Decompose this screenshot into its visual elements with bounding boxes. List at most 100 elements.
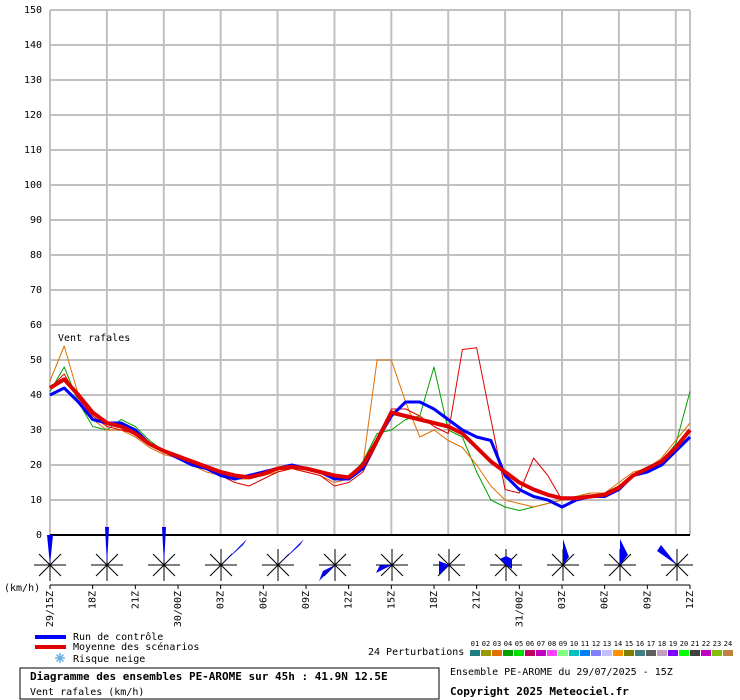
perturbation-key-swatch	[558, 650, 568, 656]
perturbation-key-label: 13	[603, 640, 611, 648]
perturbation-key-swatch	[536, 650, 546, 656]
perturbation-key-swatch	[723, 650, 733, 656]
perturbation-key-swatch	[712, 650, 722, 656]
x-tick-label: 30/00Z	[173, 591, 184, 627]
y-tick-label: 130	[24, 75, 42, 86]
perturbation-key-label: 24	[724, 640, 732, 648]
wind-rose	[148, 527, 180, 581]
x-tick-label: 06Z	[600, 591, 611, 609]
perturbation-key-label: 07	[537, 640, 545, 648]
perturbation-key-swatch	[613, 650, 623, 656]
perturbation-key-label: 14	[614, 640, 622, 648]
perturbation-key-swatch	[470, 650, 480, 656]
y-tick-label: 30	[30, 425, 42, 436]
legend: Run de contrôle Moyenne des scénarios Ri…	[35, 631, 733, 665]
annotation: Vent rafales	[58, 333, 130, 344]
perturbation-key-label: 10	[570, 640, 578, 648]
perturbation-key-swatch	[591, 650, 601, 656]
perturbation-key-swatch	[624, 650, 634, 656]
perturbation-key-label: 12	[592, 640, 600, 648]
perturbation-key-swatch	[646, 650, 656, 656]
perturbation-key-label: 04	[504, 640, 512, 648]
y-tick-label: 150	[24, 5, 42, 16]
grid	[49, 9, 691, 536]
wind-rose	[547, 539, 579, 581]
wind-rose	[433, 549, 465, 581]
perturbation-key-swatch	[525, 650, 535, 656]
perturbation-key-swatch	[668, 650, 678, 656]
perturbation-key-label: 17	[647, 640, 655, 648]
series-line	[48, 377, 692, 501]
perturbation-key-label: 15	[625, 640, 633, 648]
x-tick-label: 31/00Z	[514, 591, 525, 627]
perturbation-key-label: 11	[581, 640, 589, 648]
wind-rose	[91, 527, 123, 581]
y-tick-label: 70	[30, 285, 42, 296]
footer-box	[19, 667, 440, 700]
x-tick-label: 09Z	[642, 591, 653, 609]
wind-rose	[205, 539, 247, 581]
x-tick-label: 15Z	[386, 591, 397, 609]
x-tick-label: 09Z	[301, 591, 312, 609]
wind-roses	[34, 527, 693, 581]
perturbation-key-label: 23	[713, 640, 721, 648]
y-tick-label: 10	[30, 495, 42, 506]
legend-label: Run de contrôle	[73, 631, 163, 643]
y-tick-label: 50	[30, 355, 42, 366]
perturbation-key-label: 02	[482, 640, 490, 648]
wind-rose	[34, 535, 66, 581]
legend-label: Risque neige	[73, 654, 145, 665]
perturbation-count: 24 Perturbations	[368, 647, 464, 658]
perturbation-key-swatch	[679, 650, 689, 656]
perturbation-key-swatch	[481, 650, 491, 656]
perturbation-key-label: 18	[658, 640, 666, 648]
perturbation-key-swatch	[569, 650, 579, 656]
perturbation-key-label: 08	[548, 640, 556, 648]
run-info: Ensemble PE-AROME du 29/07/2025 - 15Z	[450, 667, 673, 678]
perturbation-key-label: 19	[669, 640, 677, 648]
perturbation-key-swatch	[635, 650, 645, 656]
perturbation-key-label: 05	[515, 640, 523, 648]
y-tick-label: 0	[36, 530, 42, 541]
perturbation-key-label: 03	[493, 640, 501, 648]
y-tick-label: 40	[30, 390, 42, 401]
x-tick-label: 03Z	[557, 591, 568, 609]
x-tick-label: 06Z	[258, 591, 269, 609]
perturbation-key-swatch	[492, 650, 502, 656]
y-tick-label: 100	[24, 180, 42, 191]
perturbation-key-swatch	[602, 650, 612, 656]
x-tick-label: 21Z	[472, 591, 483, 609]
legend-label: Moyenne des scénarios	[73, 641, 199, 653]
x-tick-label: 18Z	[88, 591, 99, 609]
y-tick-label: 90	[30, 215, 42, 226]
x-tick-label: 12Z	[344, 591, 355, 609]
footer-subtitle: Vent rafales (km/h)	[30, 687, 144, 698]
perturbation-key-label: 01	[471, 640, 479, 648]
perturbation-key-swatch	[701, 650, 711, 656]
copyright: Copyright 2025 Meteociel.fr	[450, 685, 629, 698]
perturbation-key-swatch	[580, 650, 590, 656]
footer-title: Diagramme des ensembles PE-AROME sur 45h…	[30, 670, 388, 683]
y-tick-label: 20	[30, 460, 42, 471]
wind-rose	[262, 539, 304, 581]
y-tick-label: 80	[30, 250, 42, 261]
perturbation-key-swatch	[547, 650, 557, 656]
y-tick-label: 60	[30, 320, 42, 331]
perturbation-key-swatch	[503, 650, 513, 656]
x-tick-label: 12Z	[685, 591, 696, 609]
perturbation-key-label: 09	[559, 640, 567, 648]
snow-icon	[55, 653, 65, 663]
series-line	[49, 345, 691, 508]
wind-rose	[604, 539, 636, 581]
wind-rose	[657, 545, 693, 581]
wind-rose	[319, 549, 351, 581]
perturbation-key-swatch	[690, 650, 700, 656]
perturbation-key-label: 16	[636, 640, 644, 648]
x-tick-label: 21Z	[130, 591, 141, 609]
perturbation-key-swatch	[514, 650, 524, 656]
wind-rose	[490, 549, 522, 581]
y-tick-label: 110	[24, 145, 42, 156]
perturbation-key-label: 22	[702, 640, 710, 648]
perturbation-key-label: 06	[526, 640, 534, 648]
